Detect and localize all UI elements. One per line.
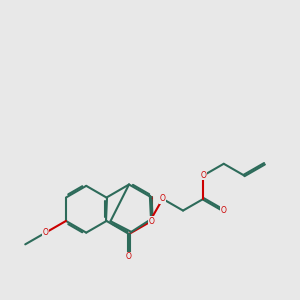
Text: O: O: [221, 206, 227, 215]
Text: O: O: [148, 217, 154, 226]
Text: O: O: [43, 228, 49, 237]
Text: O: O: [126, 252, 132, 261]
Text: O: O: [160, 194, 166, 203]
Text: O: O: [200, 171, 206, 180]
